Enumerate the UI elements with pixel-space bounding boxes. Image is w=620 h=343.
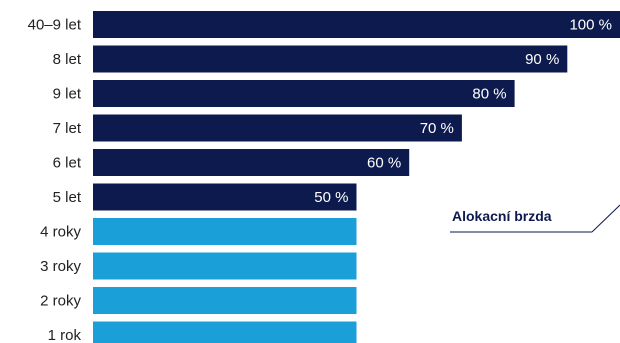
category-label-8: 2 roky — [40, 293, 81, 310]
bars-group: 40–9 let 100 % 8 let 90 % 9 let 80 % 7 let 70 %… — [28, 11, 620, 343]
category-label-5: 5 let — [53, 189, 82, 206]
bar-8 — [93, 287, 357, 314]
category-label-3: 7 let — [53, 120, 82, 137]
category-label-4: 6 let — [53, 155, 82, 172]
category-label-2: 9 let — [53, 86, 82, 103]
bar-3 — [93, 114, 462, 142]
bar-2 — [93, 80, 515, 107]
bar-1 — [93, 45, 568, 73]
value-label-0: 100 % — [569, 17, 612, 34]
annotation-pointer-line — [591, 204, 620, 233]
bar-6 — [93, 218, 357, 245]
annotation-label: Alokacní brzda — [452, 208, 552, 224]
bar-9 — [93, 321, 357, 343]
bar-7 — [93, 252, 357, 280]
category-label-0: 40–9 let — [28, 17, 82, 34]
bar-5 — [93, 183, 357, 211]
value-label-4: 60 % — [367, 155, 401, 172]
value-label-5: 50 % — [314, 189, 348, 206]
category-label-1: 8 let — [53, 51, 82, 68]
category-label-9: 1 rok — [48, 327, 82, 343]
value-label-3: 70 % — [420, 120, 454, 137]
category-label-7: 3 roky — [40, 258, 81, 275]
bar-4 — [93, 149, 410, 176]
value-label-2: 80 % — [472, 86, 506, 103]
bar-0 — [93, 11, 620, 38]
annotation-group: Alokacní brzda — [450, 204, 620, 233]
category-label-6: 4 roky — [40, 224, 81, 241]
value-label-1: 90 % — [525, 51, 559, 68]
